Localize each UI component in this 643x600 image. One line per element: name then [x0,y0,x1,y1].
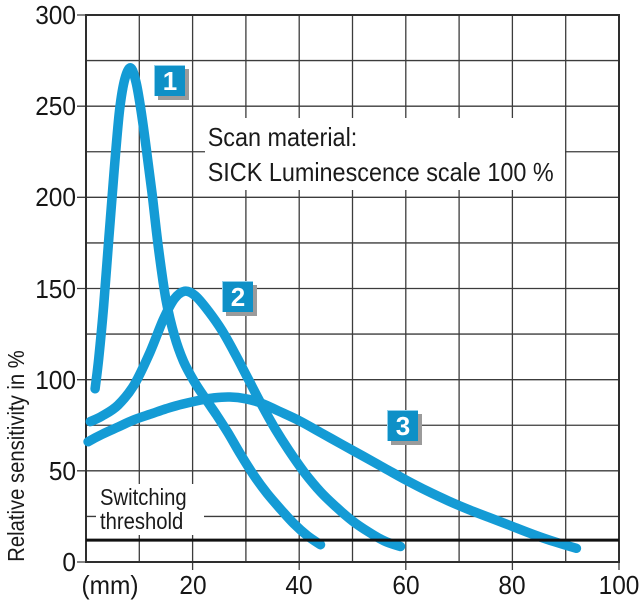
series-curve-1 [90,63,326,550]
sensitivity-curves [83,63,582,554]
y-axis-title: Relative sensitivity in % [3,350,29,562]
scan-material-line-1: Scan material: [207,122,358,152]
scan-material-note: Scan material: SICK Luminescence scale 1… [205,118,565,190]
series-curve-2 [85,286,406,552]
series-curve-3 [83,392,582,554]
scan-material-line-2: SICK Luminescence scale 100 % [207,157,554,187]
series-1-badge: 1 [154,65,185,96]
switching-threshold-line-1: Switching [100,484,187,510]
switching-threshold-line-2: threshold [100,508,184,534]
x-axis-unit-label: (mm) [81,570,139,600]
series-3-badge: 3 [387,410,418,441]
series-2-badge: 2 [222,281,253,312]
plot-border [85,14,620,563]
switching-threshold-label: Switching threshold [96,484,204,535]
